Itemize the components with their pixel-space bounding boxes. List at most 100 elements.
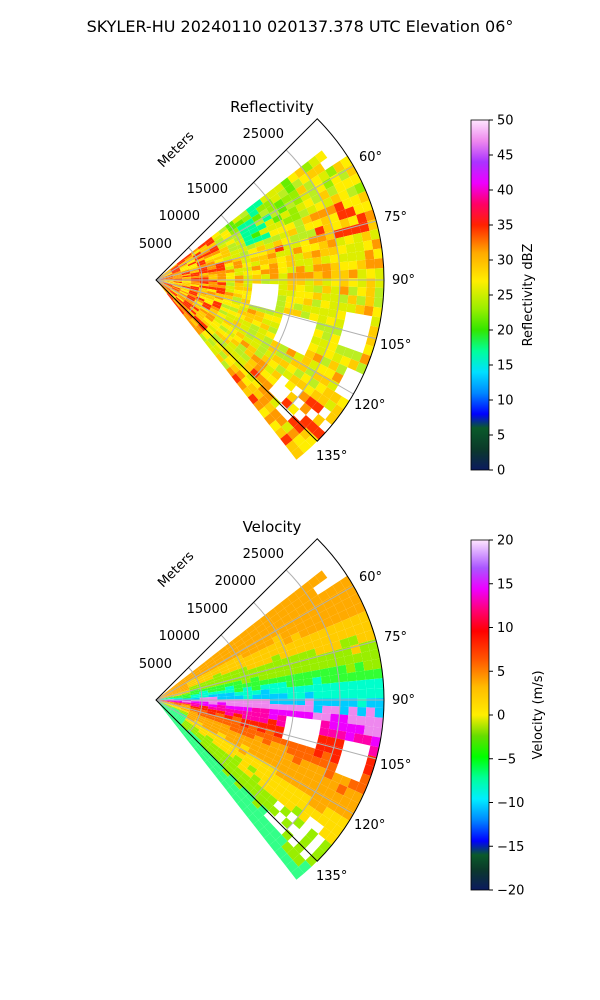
radar-gate	[368, 325, 379, 338]
radar-gate	[241, 796, 252, 807]
radar-gate	[293, 788, 305, 800]
radar-gate	[255, 730, 265, 739]
radar-gate	[164, 273, 173, 277]
radar-gate	[243, 782, 254, 793]
radar-gate	[247, 813, 259, 825]
radar-gate	[225, 238, 236, 246]
radar-gate	[173, 281, 183, 284]
radar-gate	[354, 661, 365, 672]
radar-gate	[206, 732, 216, 740]
radar-gate	[337, 588, 350, 602]
radar-gate	[163, 691, 172, 697]
radar-gate	[312, 846, 326, 860]
radar-gate	[201, 303, 211, 311]
radar-gate	[164, 273, 173, 278]
radar-gate	[311, 669, 321, 678]
radar-gate	[221, 672, 232, 679]
radar-gate	[299, 402, 312, 415]
radar-gate	[266, 374, 278, 386]
radar-gate	[365, 334, 377, 347]
radar-gate	[273, 754, 284, 764]
radar-gate	[199, 333, 208, 343]
reflectivity-grid	[155, 118, 385, 442]
radar-gate	[193, 735, 202, 743]
radar-gate	[260, 684, 270, 690]
radar-gate	[156, 700, 165, 702]
radar-gate	[181, 723, 189, 731]
radar-gate	[327, 780, 340, 792]
radar-gate	[268, 262, 279, 270]
radar-gate	[215, 761, 225, 771]
radar-gate	[163, 692, 173, 697]
radar-gate	[366, 268, 376, 279]
radar-gate	[254, 349, 265, 360]
radar-gate	[258, 647, 269, 656]
radar-gate	[234, 282, 244, 287]
radar-gate	[257, 804, 269, 816]
radar-gate	[264, 364, 276, 375]
radar-gate	[173, 719, 180, 727]
radar-gate	[332, 160, 345, 174]
radar-gate	[275, 414, 288, 427]
radar-gate	[197, 323, 206, 332]
radar-gate	[224, 777, 234, 787]
radar-gate	[331, 404, 344, 418]
radar-gate	[254, 660, 265, 668]
radar-gate	[185, 730, 194, 739]
radar-gate	[353, 733, 364, 744]
radar-gate	[339, 155, 353, 169]
radar-gate	[334, 318, 345, 329]
radar-gate	[173, 277, 183, 280]
radar-gate	[309, 211, 321, 222]
radar-gate	[164, 700, 174, 703]
radar-gate	[280, 177, 292, 189]
radar-gate	[226, 732, 236, 740]
radar-gate	[308, 655, 319, 665]
radar-gate	[253, 400, 265, 412]
colorbar-tick-label: 50	[497, 114, 514, 129]
radar-gate	[267, 718, 278, 726]
radar-gate	[234, 706, 244, 711]
radar-gate	[320, 215, 332, 226]
radar-gate	[282, 773, 294, 784]
radial-tick-label: 5000	[139, 237, 172, 252]
radar-gate	[347, 671, 357, 682]
radar-gate	[307, 762, 319, 773]
radar-gate	[349, 194, 362, 207]
radar-gate	[227, 341, 238, 351]
radar-gate	[299, 427, 313, 441]
radar-gate	[318, 758, 330, 769]
radar-gate	[313, 328, 324, 339]
radar-gate	[215, 314, 225, 322]
radar-gate	[267, 764, 279, 775]
radial-tick-label: 25000	[243, 547, 284, 562]
radar-gate	[222, 720, 232, 727]
radar-gate	[248, 646, 259, 655]
radar-gate	[224, 291, 234, 297]
radar-gate	[269, 693, 279, 699]
radar-gate	[259, 193, 271, 204]
radar-gate	[221, 321, 231, 330]
radar-gate	[260, 652, 271, 661]
radar-gate	[354, 241, 365, 252]
radar-gate	[183, 313, 191, 322]
radar-gate	[221, 767, 232, 777]
radar-gate	[319, 668, 330, 677]
radar-gate	[224, 682, 234, 688]
reflectivity-radial-label: Meters	[155, 129, 197, 171]
radar-gate	[364, 209, 376, 222]
radar-gate	[284, 380, 297, 392]
colorbar-gradient	[470, 539, 490, 891]
radar-gate	[355, 670, 366, 681]
radar-gate	[282, 369, 294, 381]
radar-gate	[213, 764, 222, 774]
radar-gate	[286, 710, 296, 718]
radar-gate	[172, 270, 181, 275]
radar-gate	[330, 286, 340, 295]
radar-gate	[273, 730, 284, 739]
radar-gate	[331, 640, 342, 651]
radar-gate	[173, 702, 183, 705]
radar-gate	[251, 230, 261, 239]
radar-gate	[313, 705, 323, 714]
radar-gate	[286, 290, 296, 298]
